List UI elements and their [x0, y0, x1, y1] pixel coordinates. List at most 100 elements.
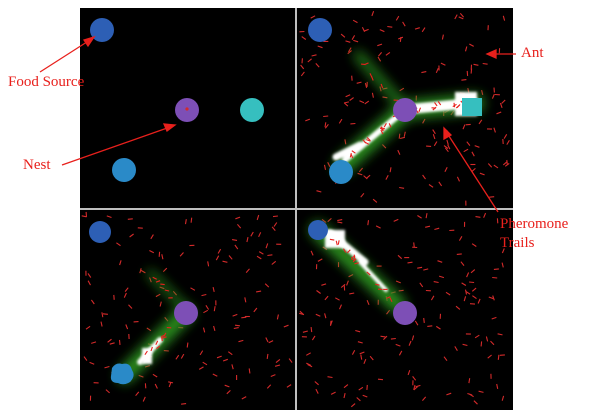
ant	[430, 295, 435, 301]
ant	[299, 310, 304, 316]
ant	[433, 281, 439, 284]
ant	[464, 46, 468, 52]
ant	[421, 27, 426, 33]
ant	[501, 262, 504, 268]
ant	[360, 192, 365, 198]
ant	[364, 82, 368, 89]
ant	[461, 282, 467, 286]
ant	[265, 243, 269, 249]
ant	[397, 254, 403, 260]
ant	[232, 313, 238, 317]
ant	[127, 218, 133, 220]
ant	[123, 292, 127, 298]
trail-ant	[162, 336, 167, 339]
ant	[302, 330, 308, 333]
ant	[140, 269, 146, 274]
ant	[434, 227, 440, 231]
ant	[502, 15, 506, 21]
trail-ant	[366, 137, 371, 141]
ant	[468, 378, 471, 384]
ant	[497, 354, 500, 360]
ant	[324, 313, 327, 319]
trail-ant	[351, 150, 356, 154]
ant	[330, 391, 336, 395]
ant	[436, 325, 441, 330]
ant	[352, 19, 358, 24]
ant	[161, 254, 164, 260]
ant	[462, 343, 468, 347]
ant	[399, 87, 405, 92]
ant	[316, 290, 321, 294]
trail-ant	[160, 283, 165, 286]
ant	[106, 215, 112, 219]
ant	[491, 316, 497, 320]
ant	[419, 282, 424, 288]
ant	[307, 364, 313, 368]
ant	[473, 400, 478, 405]
ant	[306, 362, 312, 366]
ant	[305, 118, 311, 122]
ant	[490, 340, 495, 346]
ant	[402, 21, 406, 27]
trail-ant	[353, 254, 356, 259]
ant	[356, 397, 361, 402]
ant	[150, 234, 154, 240]
ant	[357, 172, 363, 176]
ant	[398, 133, 401, 139]
ant	[465, 290, 471, 295]
ant	[276, 314, 279, 320]
ant	[343, 392, 346, 399]
ant	[389, 167, 392, 173]
ant	[186, 342, 189, 348]
ant	[362, 394, 368, 398]
ant	[417, 215, 422, 219]
arrow-nest	[61, 126, 171, 166]
ant	[355, 329, 361, 333]
ant	[222, 358, 228, 362]
ant	[459, 12, 465, 18]
ant	[212, 373, 218, 377]
ant	[321, 283, 327, 286]
ant	[478, 390, 484, 393]
ant	[317, 45, 323, 49]
ant	[488, 296, 494, 300]
ant	[348, 47, 352, 53]
ant	[317, 258, 323, 262]
ant	[226, 390, 231, 395]
ant	[217, 248, 222, 254]
ant	[265, 337, 269, 343]
trail-ant	[352, 258, 357, 263]
ant	[413, 386, 418, 391]
ant	[435, 67, 439, 74]
ant	[397, 149, 401, 155]
ant	[159, 301, 162, 307]
ant	[458, 236, 463, 241]
ant	[256, 290, 262, 293]
ant	[310, 15, 316, 19]
trail-ant	[152, 276, 157, 280]
ants-bottom-left	[81, 211, 293, 405]
ant	[316, 190, 322, 193]
ant	[460, 261, 465, 266]
ant	[311, 335, 316, 341]
ant	[231, 364, 234, 370]
ant	[139, 268, 142, 274]
trail-ant	[155, 340, 159, 346]
ant	[485, 336, 489, 342]
ant	[100, 321, 103, 327]
trail-ant	[155, 280, 161, 283]
ant	[102, 313, 108, 315]
ant	[347, 50, 352, 55]
ant	[444, 147, 449, 153]
ant	[258, 251, 264, 255]
ant	[307, 58, 312, 63]
ant	[371, 11, 375, 17]
ant	[438, 275, 445, 279]
ant	[119, 260, 122, 266]
arrow-pheromone	[446, 132, 499, 213]
ant	[351, 349, 356, 355]
ant	[144, 365, 150, 368]
ant	[288, 358, 293, 363]
ant	[395, 15, 400, 21]
ant	[443, 145, 449, 149]
